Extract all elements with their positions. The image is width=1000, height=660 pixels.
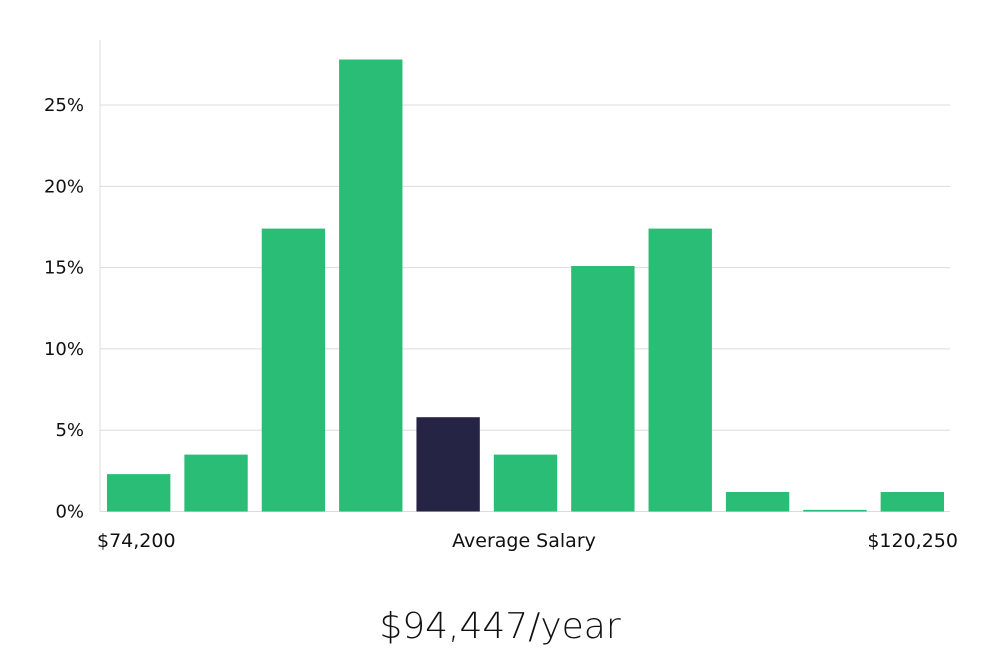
bar[interactable] [493,454,558,512]
bar[interactable] [184,454,248,512]
bar-highlight[interactable] [416,417,480,512]
y-tick-label: 10% [44,339,84,360]
bar[interactable] [571,265,635,512]
grid-lines [100,104,950,431]
y-tick-label: 20% [44,176,84,197]
bar[interactable] [803,509,867,512]
y-tick-label: 25% [44,95,84,116]
y-tick-label: 5% [55,420,84,441]
x-max-label: $120,250 [867,530,958,552]
axes [99,40,950,512]
bar[interactable] [261,228,326,512]
bar[interactable] [648,228,712,512]
x-axis-title: Average Salary [452,530,596,552]
y-tick-labels: 0% 5% 10% 15% 20% 25% [44,95,84,522]
average-salary-value: $94,447/year [379,606,621,647]
y-tick-label: 15% [44,258,84,279]
bar[interactable] [725,491,790,512]
bar[interactable] [107,474,171,512]
y-tick-label: 0% [55,502,84,523]
bar[interactable] [880,491,944,512]
x-min-label: $74,200 [97,530,176,552]
bar[interactable] [339,59,403,512]
salary-histogram: 0%5%10%15%20%25% $74,200 Average Salary … [44,40,958,552]
bars [107,59,944,512]
